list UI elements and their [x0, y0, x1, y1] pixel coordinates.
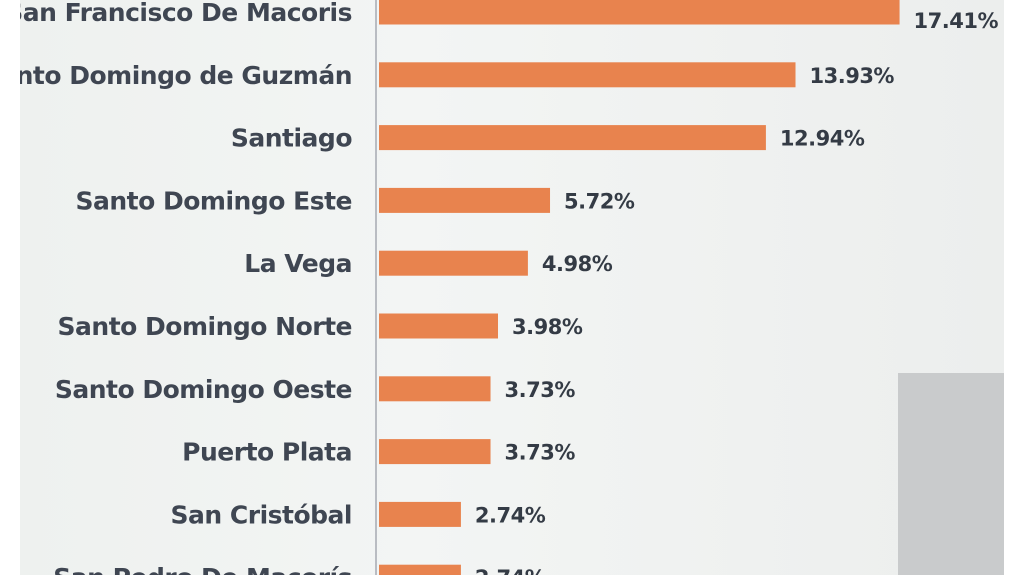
category-label: Santo Domingo Este	[76, 186, 353, 215]
bar	[379, 62, 796, 88]
value-label: 12.94%	[780, 127, 865, 151]
bar	[379, 439, 491, 465]
category-label: Santo Domingo Norte	[58, 312, 352, 341]
bar	[379, 0, 900, 25]
value-label: 13.93%	[810, 64, 895, 88]
category-label: Santo Domingo Oeste	[55, 375, 352, 404]
value-label: 3.98%	[512, 315, 583, 339]
value-label: 5.72%	[564, 189, 635, 213]
category-label: La Vega	[244, 249, 352, 278]
screen-area	[20, 0, 1004, 575]
category-label: Santiago	[231, 124, 352, 153]
bar	[379, 313, 499, 339]
value-label: 3.73%	[505, 441, 576, 465]
bar	[379, 250, 528, 276]
value-label: 2.74%	[475, 566, 546, 575]
left-border	[0, 0, 20, 575]
category-labels-group: San Francisco De Macoris Santo Domingo de…	[0, 0, 353, 575]
bars-group	[379, 0, 900, 575]
value-label: 4.98%	[542, 252, 613, 276]
category-label: Santo Domingo de Guzmán	[0, 61, 352, 90]
value-label: 3.73%	[505, 378, 576, 402]
background-panel	[898, 373, 1004, 575]
value-labels-group: 17.41% 13.93% 12.94% 5.72% 4.98% 3.98% 3.73% 3.…	[475, 9, 999, 575]
category-label: San Pedro De Macorís	[53, 563, 352, 575]
bar	[379, 125, 766, 151]
category-label: San Cristóbal	[171, 500, 352, 529]
category-label: San Francisco De Macoris	[5, 0, 352, 27]
right-border	[1004, 0, 1024, 575]
bar	[379, 187, 551, 213]
value-label: 17.41%	[914, 9, 999, 33]
bar	[379, 564, 461, 575]
bar	[379, 376, 491, 402]
category-label: Puerto Plata	[182, 438, 352, 467]
bar	[379, 501, 461, 527]
value-label: 2.74%	[475, 503, 546, 527]
